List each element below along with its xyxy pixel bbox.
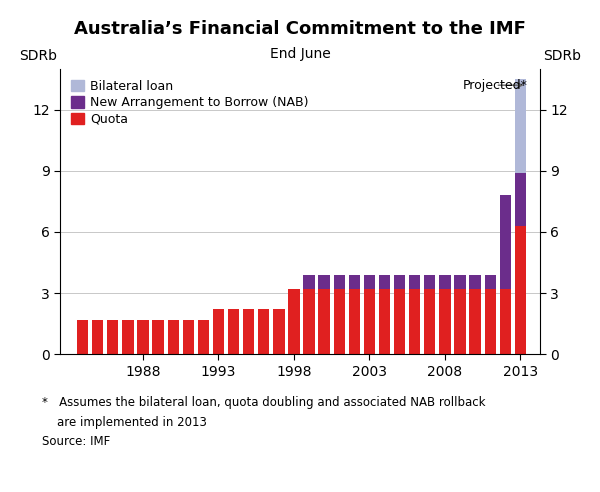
Bar [500,195,511,289]
Bar [439,275,451,289]
Bar [394,289,405,354]
Bar [77,320,88,354]
Bar [439,289,451,354]
Bar [213,309,224,354]
Bar [409,275,421,289]
Bar [379,289,390,354]
Bar [334,275,345,289]
Bar [304,289,315,354]
Text: are implemented in 2013: are implemented in 2013 [42,416,207,429]
Text: Source: IMF: Source: IMF [42,435,110,448]
Bar [500,289,511,354]
Text: Projected*: Projected* [463,79,528,92]
Bar [424,275,436,289]
Bar [409,289,421,354]
Bar [107,320,118,354]
Bar [334,289,345,354]
Bar [273,309,284,354]
Bar [469,289,481,354]
Bar [364,289,375,354]
Bar [394,275,405,289]
Bar [122,320,134,354]
Bar [228,309,239,354]
Bar [515,79,526,173]
Bar [258,309,269,354]
Bar [304,275,315,289]
Bar [469,275,481,289]
Bar [454,275,466,289]
Text: SDRb: SDRb [543,49,581,63]
Bar [379,275,390,289]
Bar [349,275,360,289]
Bar [485,275,496,289]
Bar [349,289,360,354]
Bar [182,320,194,354]
Bar [454,289,466,354]
Bar [424,289,436,354]
Bar [152,320,164,354]
Legend: Bilateral loan, New Arrangement to Borrow (NAB), Quota: Bilateral loan, New Arrangement to Borro… [66,75,314,130]
Bar [137,320,149,354]
Bar [515,173,526,226]
Bar [319,275,330,289]
Text: SDRb: SDRb [19,49,57,63]
Text: Australia’s Financial Commitment to the IMF: Australia’s Financial Commitment to the … [74,20,526,38]
Bar [92,320,103,354]
Text: *   Assumes the bilateral loan, quota doubling and associated NAB rollback: * Assumes the bilateral loan, quota doub… [42,396,485,409]
Bar [319,289,330,354]
Bar [515,226,526,354]
Bar [364,275,375,289]
Bar [485,289,496,354]
Bar [243,309,254,354]
Bar [167,320,179,354]
Bar [289,289,299,354]
Text: End June: End June [269,47,331,61]
Bar [198,320,209,354]
